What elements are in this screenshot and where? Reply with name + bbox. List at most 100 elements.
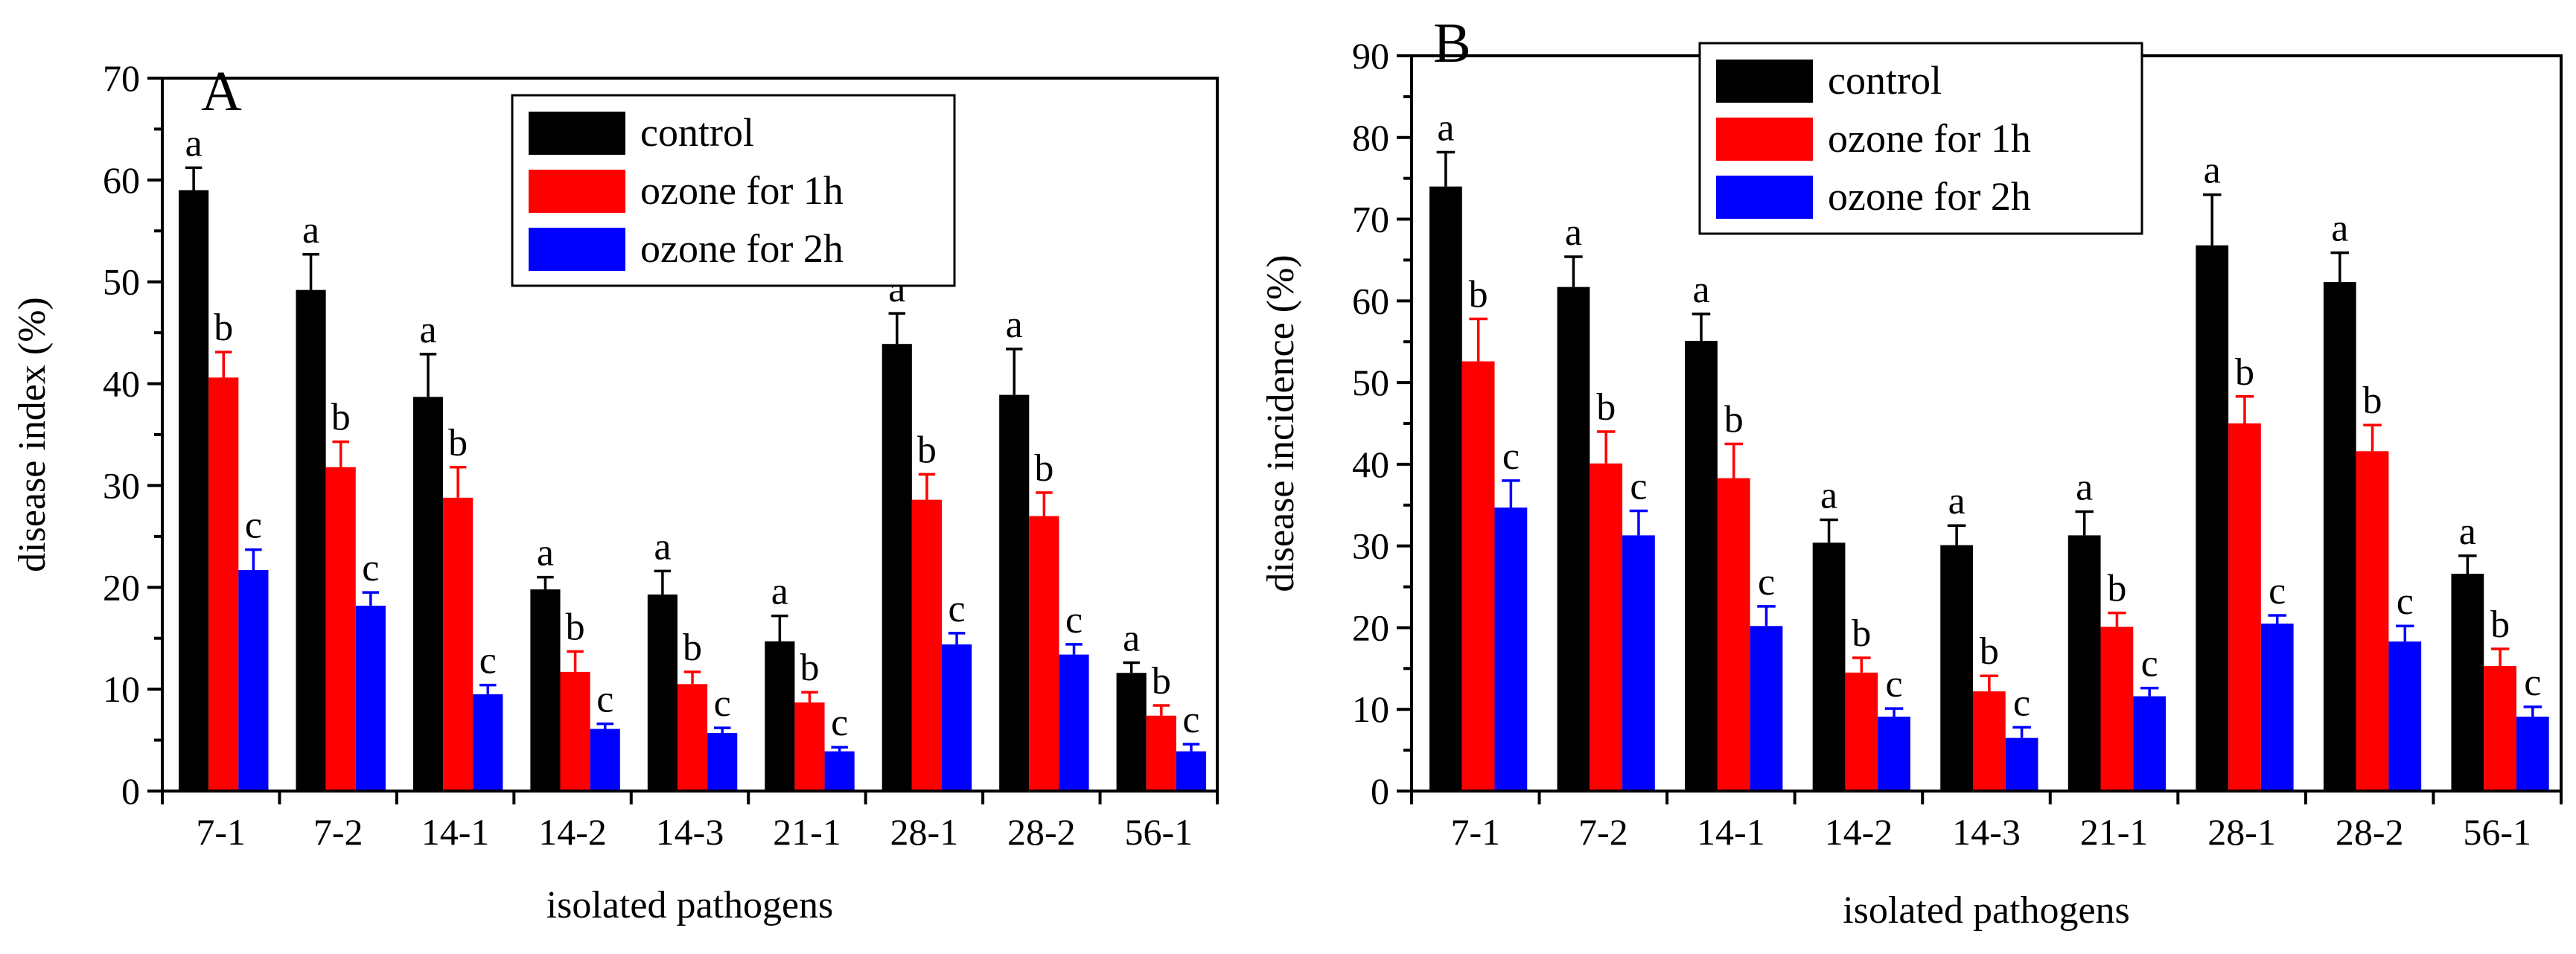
error-bar: [888, 312, 906, 345]
bar: [2068, 535, 2101, 791]
error-bar: [918, 473, 936, 500]
significance-letter: b: [800, 647, 819, 689]
bar: [238, 570, 269, 791]
bar: [179, 190, 209, 792]
bar: [2133, 696, 2167, 791]
error-bar: [1564, 255, 1583, 287]
error-bar: [1820, 518, 1838, 543]
bar: [1494, 508, 1528, 791]
bar: [999, 394, 1030, 791]
bar: [911, 499, 943, 791]
significance-letter: a: [419, 309, 436, 351]
error-bar: [2202, 193, 2222, 246]
significance-letter: b: [214, 307, 233, 349]
bar: [2356, 451, 2389, 791]
significance-letter: c: [1182, 699, 1199, 741]
bar: [2388, 641, 2422, 791]
significance-letter: a: [1123, 618, 1140, 660]
x-tick-label: 56-1: [2463, 811, 2531, 853]
legend: control ozone for 1h ozone for 2h: [1698, 42, 2143, 235]
x-tick-label: 14-3: [656, 811, 724, 853]
legend-label: control: [1828, 58, 1942, 103]
bar: [1878, 717, 1910, 791]
y-tick-label: 50: [1352, 362, 1389, 403]
significance-letter: a: [1006, 304, 1023, 346]
significance-letter: b: [1596, 386, 1616, 429]
significance-letter: b: [1852, 612, 1871, 655]
significance-letter: b: [448, 422, 468, 464]
bar: [1750, 626, 1783, 791]
x-tick-label: 7-2: [1578, 811, 1628, 853]
significance-letter: a: [2459, 510, 2476, 553]
y-tick-label: 70: [103, 57, 140, 99]
x-tick-label: 14-2: [538, 811, 607, 853]
x-tick-label: 14-2: [1825, 811, 1893, 853]
significance-letter: c: [596, 679, 613, 721]
bar: [325, 467, 356, 791]
error-bar: [683, 670, 701, 685]
bar: [2228, 423, 2261, 791]
error-bar: [1152, 704, 1170, 716]
error-bar: [654, 569, 672, 595]
bar: [942, 644, 972, 791]
bar: [647, 594, 678, 791]
error-bar: [1036, 491, 1053, 516]
error-bar: [2330, 251, 2350, 283]
x-tick-label: 28-1: [2207, 811, 2276, 853]
bar: [1685, 341, 1718, 791]
error-bar: [2235, 395, 2254, 423]
bar: [412, 397, 444, 791]
error-bar: [1947, 524, 1966, 545]
significance-letter: c: [245, 505, 262, 547]
bar: [296, 289, 326, 792]
y-tick-label: 10: [103, 668, 140, 710]
error-bar: [1065, 643, 1083, 655]
bar: [1557, 286, 1590, 791]
bar: [881, 344, 912, 791]
legend-swatch: [1716, 118, 1813, 161]
legend-swatch: [529, 228, 625, 271]
bar: [1461, 361, 1495, 792]
y-tick-label: 0: [121, 770, 140, 812]
error-bar: [185, 166, 203, 191]
significance-letter: a: [771, 571, 788, 613]
bar: [707, 732, 738, 791]
bar: [2484, 666, 2516, 791]
significance-letter: b: [2363, 380, 2382, 422]
error-bar: [1852, 656, 1871, 673]
legend: control ozone for 1h ozone for 2h: [511, 94, 956, 287]
error-bar: [2268, 614, 2286, 624]
bar: [1429, 186, 1462, 792]
y-tick-label: 20: [1352, 606, 1389, 648]
significance-letter: a: [185, 122, 203, 164]
significance-letter: c: [831, 702, 848, 744]
bar: [560, 671, 590, 791]
bar: [1146, 715, 1176, 791]
error-bar: [1005, 348, 1023, 395]
y-tick-label: 50: [103, 261, 140, 303]
bar: [1622, 535, 1655, 791]
bar: [2323, 282, 2356, 791]
legend-label: ozone for 2h: [1828, 174, 2031, 219]
error-bar: [1182, 743, 1200, 752]
x-axis-title: isolated pathogens: [1843, 889, 2130, 932]
significance-letter: c: [2141, 643, 2158, 685]
legend-label: control: [640, 110, 754, 155]
significance-letter: b: [1469, 273, 1488, 316]
significance-letter: a: [2331, 208, 2348, 250]
significance-letter: b: [2490, 604, 2510, 646]
error-bar: [537, 575, 554, 590]
error-bar: [1884, 707, 1904, 717]
error-bar: [2075, 510, 2094, 536]
bar: [1972, 691, 2006, 791]
bar: [473, 694, 503, 791]
error-bar: [1629, 509, 1648, 536]
y-tick-label: 60: [1352, 280, 1389, 321]
significance-letter: c: [362, 547, 379, 589]
significance-letter: a: [302, 209, 319, 252]
error-bar: [831, 746, 848, 752]
y-tick-label: 90: [1352, 35, 1389, 77]
bar: [1717, 478, 1750, 791]
